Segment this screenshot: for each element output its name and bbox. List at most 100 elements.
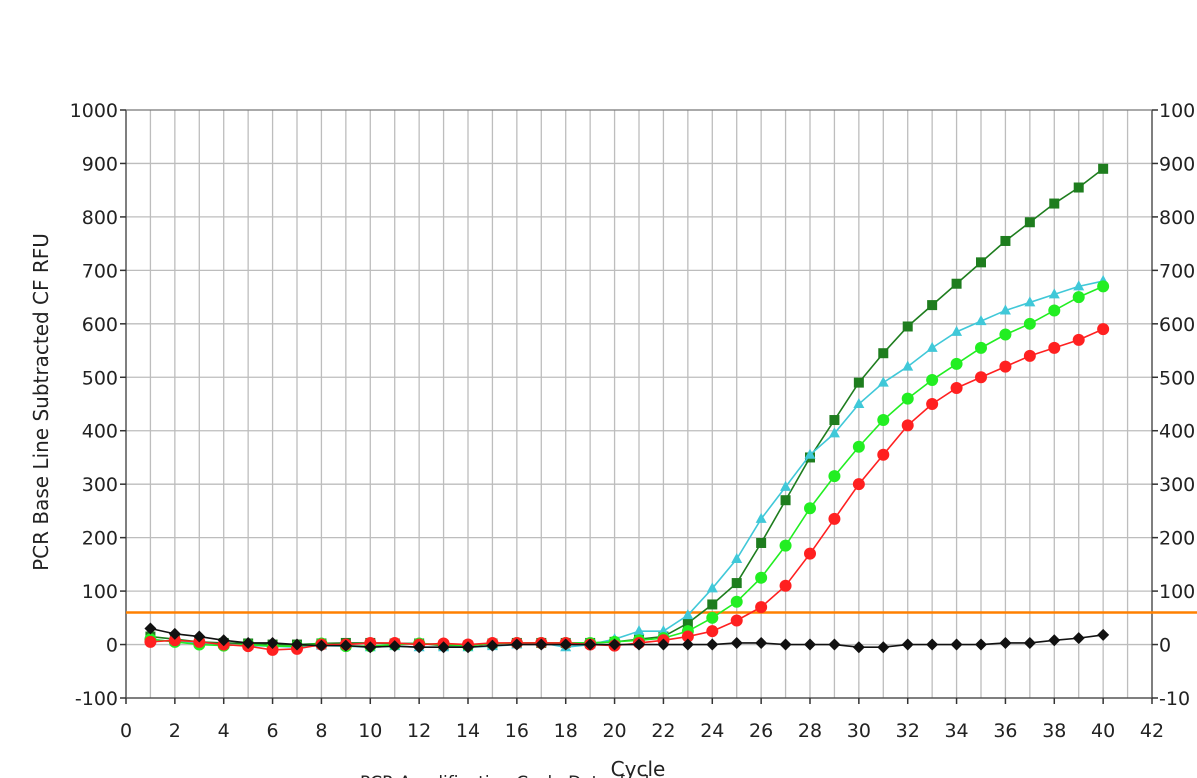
x-tick-label: 28 <box>798 720 822 742</box>
series-0-point <box>1098 163 1109 174</box>
series-4-point <box>510 638 523 651</box>
series-3-point <box>755 601 768 614</box>
series-4-point <box>828 638 841 651</box>
x-tick-label: 42 <box>1140 720 1164 742</box>
series-1-point <box>975 315 987 326</box>
series-1-point <box>1048 288 1060 299</box>
y-tick-label-right: -10 <box>1159 688 1190 710</box>
series-1-point <box>877 376 889 387</box>
series-1-point <box>853 398 865 408</box>
x-tick-label: 38 <box>1042 720 1066 742</box>
series-4-point <box>462 641 474 654</box>
y-tick-label-right: 500 <box>1159 367 1195 389</box>
series-4-point <box>852 641 865 654</box>
y-tick-label-right: 600 <box>1159 314 1195 336</box>
series-1-point <box>1073 280 1085 291</box>
series-4-point <box>486 639 499 652</box>
x-tick-label: 34 <box>944 720 968 742</box>
series-3-point <box>1023 349 1036 362</box>
x-tick-label: 4 <box>218 720 230 742</box>
series-4-line <box>150 627 1104 649</box>
series-4-point <box>608 638 621 651</box>
series-4-point <box>730 636 743 649</box>
series-4-point <box>657 638 670 651</box>
series-3-point <box>779 579 792 592</box>
series-1-point <box>731 553 743 564</box>
series-4-point <box>1048 634 1061 647</box>
series-4 <box>144 622 1110 654</box>
x-tick-label: 22 <box>651 720 675 742</box>
y-tick-label: 200 <box>82 528 118 550</box>
x-tick-label: 26 <box>749 720 773 742</box>
series-4-point <box>315 639 328 652</box>
y-tick-label-right: 200 <box>1159 528 1195 550</box>
series-1-point <box>755 512 767 523</box>
series-3-point <box>1072 333 1085 346</box>
series-4-point <box>901 638 914 651</box>
series-0-point <box>927 300 938 311</box>
series-2-point <box>828 470 841 483</box>
series-1-point <box>828 427 840 438</box>
series-1-point <box>706 582 718 593</box>
series-3-point <box>1097 323 1110 336</box>
y-tick-label-right: 100 <box>1159 100 1195 122</box>
series-2-point <box>1048 304 1061 317</box>
series-2-point <box>804 502 816 515</box>
series-0-point <box>902 321 913 332</box>
series-3-point <box>999 360 1012 373</box>
series-4-point <box>168 627 181 640</box>
series-2-point <box>730 595 743 608</box>
series-0-point <box>1049 198 1060 209</box>
series-0-point <box>1000 235 1011 246</box>
y-tick-label: 700 <box>82 260 118 282</box>
series-2-point <box>779 539 792 552</box>
series-3-point <box>975 371 987 384</box>
series-0-point <box>951 278 962 289</box>
series-3-point <box>950 381 963 394</box>
x-tick-label: 12 <box>407 720 431 742</box>
series-0-point <box>878 348 889 359</box>
series-1-point <box>657 625 669 636</box>
series-2-point <box>1023 317 1036 330</box>
series-0-point <box>780 495 791 506</box>
y-tick-label-right: 800 <box>1159 207 1195 229</box>
y-tick-label: 600 <box>82 314 118 336</box>
series-3-point <box>144 635 157 648</box>
x-tick-label: 40 <box>1091 720 1115 742</box>
series-0-point <box>731 578 742 589</box>
series-3-point <box>168 634 181 647</box>
series-4-point <box>1097 628 1110 641</box>
series-1-point <box>951 325 963 336</box>
y-tick-label-right: 100 <box>1159 581 1195 603</box>
series-4-point <box>388 640 401 653</box>
series-4-point <box>633 638 645 651</box>
series-3-point <box>1048 341 1061 354</box>
y-tick-label: 500 <box>82 367 118 389</box>
series-0-point <box>682 618 693 629</box>
y-tick-label: 800 <box>82 207 118 229</box>
series-4-point <box>804 638 816 651</box>
series-3-point <box>804 547 816 560</box>
series-1-point <box>804 448 816 459</box>
series-2-point <box>852 440 865 453</box>
series-1-point <box>780 480 792 491</box>
series-2-point <box>975 341 987 354</box>
x-tick-label: 10 <box>358 720 382 742</box>
y-tick-label-right: 300 <box>1159 474 1195 496</box>
x-tick-label: 32 <box>896 720 920 742</box>
series-3-point <box>730 614 743 627</box>
series-0-point <box>756 537 767 548</box>
series-4-point <box>877 641 890 654</box>
series-2-point <box>999 328 1012 341</box>
x-tick-label: 20 <box>602 720 626 742</box>
series-3-point <box>706 625 719 638</box>
series-2-point <box>1097 280 1110 293</box>
series-2-point <box>706 611 719 624</box>
series-0-point <box>1073 182 1084 193</box>
series-1-point <box>682 609 694 620</box>
series-4-point <box>1023 636 1036 649</box>
series-2-point <box>950 357 963 370</box>
